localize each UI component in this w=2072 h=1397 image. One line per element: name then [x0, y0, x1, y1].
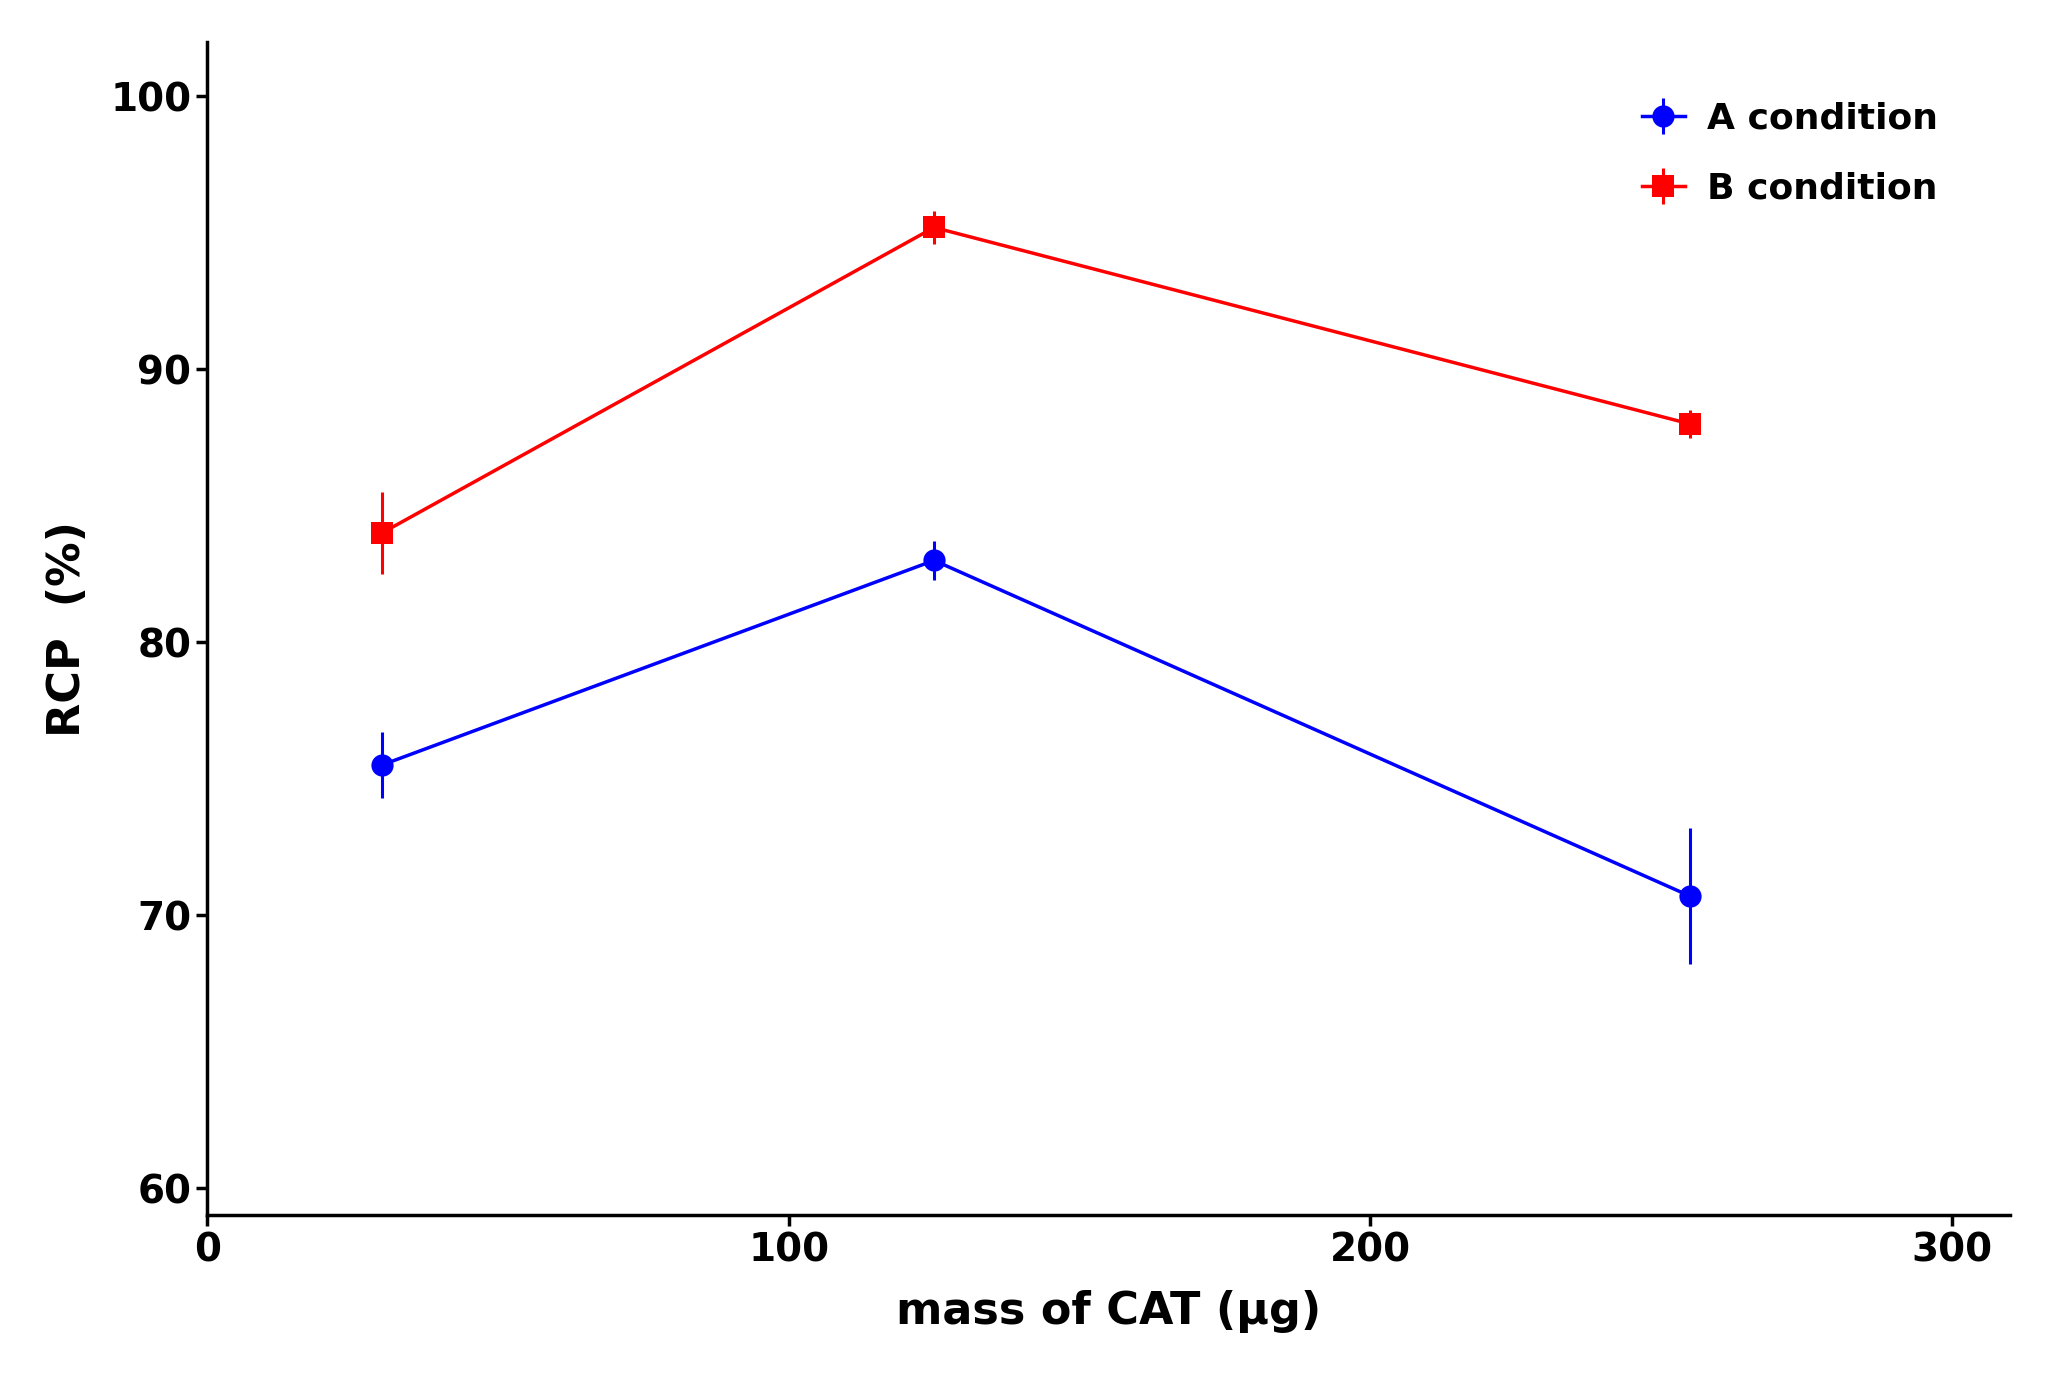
- Y-axis label: RCP  (%): RCP (%): [46, 521, 89, 736]
- X-axis label: mass of CAT (μg): mass of CAT (μg): [895, 1291, 1322, 1333]
- Legend: A condition, B condition: A condition, B condition: [1624, 84, 1956, 224]
